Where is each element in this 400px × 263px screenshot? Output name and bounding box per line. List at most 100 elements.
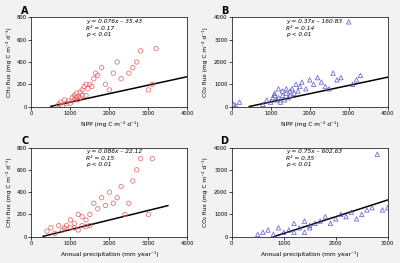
Point [291, 230, 297, 234]
Point [102, 82, 109, 87]
Point [322, 215, 328, 219]
Point [301, 219, 308, 223]
Point [73, 91, 80, 95]
Point [306, 224, 313, 228]
Point [379, 208, 386, 212]
Point [60, 103, 66, 108]
Point [353, 78, 360, 82]
Point [306, 78, 313, 82]
Text: y = 0.076x – 35.43
R² = 0.17
p < 0.01: y = 0.076x – 35.43 R² = 0.17 p < 0.01 [86, 19, 142, 37]
Point [271, 93, 278, 98]
Point [98, 65, 105, 70]
Text: y = 0.086x – 22.12
R² = 0.15
p < 0.01: y = 0.086x – 22.12 R² = 0.15 p < 0.01 [86, 149, 142, 168]
Point [270, 95, 276, 100]
Point [79, 93, 85, 98]
Point [110, 71, 116, 75]
Point [145, 88, 152, 92]
Point [118, 184, 124, 189]
Point [302, 87, 309, 91]
Point [65, 99, 72, 103]
Point [106, 190, 112, 194]
Point [334, 78, 340, 82]
Point [122, 212, 128, 216]
Point [268, 100, 274, 104]
Y-axis label: CO₂ flux (mg C m⁻² d⁻¹): CO₂ flux (mg C m⁻² d⁻¹) [202, 27, 208, 97]
Point [332, 217, 339, 221]
Point [287, 89, 293, 93]
Point [63, 224, 70, 228]
Point [364, 208, 370, 212]
Point [87, 82, 93, 87]
Point [275, 95, 282, 100]
Text: A: A [21, 6, 28, 16]
Point [291, 221, 297, 225]
Point [61, 98, 68, 102]
Text: B: B [221, 6, 228, 16]
Point [299, 80, 305, 84]
Point [260, 230, 266, 234]
Point [348, 210, 354, 214]
Point [126, 71, 132, 75]
Point [137, 156, 144, 161]
Point [326, 87, 332, 91]
Point [369, 206, 375, 210]
Point [277, 100, 284, 104]
Point [291, 91, 297, 95]
Point [281, 98, 288, 102]
Point [265, 228, 271, 232]
Point [75, 94, 82, 99]
Point [358, 212, 365, 216]
Point [343, 215, 349, 219]
Y-axis label: CH₄ flux (mg C m⁻² d⁻¹): CH₄ flux (mg C m⁻² d⁻¹) [6, 27, 12, 97]
Point [106, 88, 112, 92]
Point [75, 212, 82, 216]
Point [338, 212, 344, 216]
Point [83, 218, 89, 222]
Point [279, 89, 286, 93]
Point [89, 84, 95, 89]
Point [126, 201, 132, 205]
Point [312, 221, 318, 225]
Point [69, 95, 76, 100]
Point [118, 77, 124, 81]
Point [153, 47, 159, 51]
Point [149, 82, 156, 87]
Point [63, 101, 70, 105]
Point [306, 226, 313, 230]
Point [52, 231, 58, 235]
X-axis label: NPP (mg C m⁻² d⁻¹): NPP (mg C m⁻² d⁻¹) [281, 121, 338, 127]
Point [296, 226, 302, 230]
Y-axis label: CO₂ flux (mg C m⁻² d⁻¹): CO₂ flux (mg C m⁻² d⁻¹) [202, 157, 208, 227]
Point [236, 100, 243, 104]
Point [353, 217, 360, 221]
Point [77, 95, 83, 100]
Point [283, 91, 290, 95]
X-axis label: NPP (mg C m⁻² d⁻¹): NPP (mg C m⁻² d⁻¹) [80, 121, 138, 127]
X-axis label: Annual precipitation (mm year⁻¹): Annual precipitation (mm year⁻¹) [60, 251, 158, 257]
Point [81, 84, 87, 89]
Point [71, 221, 78, 225]
Point [94, 73, 101, 78]
Point [318, 80, 324, 84]
Point [286, 228, 292, 232]
Point [349, 82, 356, 87]
Point [75, 228, 82, 232]
Point [289, 87, 295, 91]
Point [110, 201, 116, 205]
Point [275, 226, 282, 230]
Point [60, 228, 66, 232]
Point [91, 201, 97, 205]
Point [114, 60, 120, 64]
Point [56, 224, 62, 228]
Point [338, 75, 344, 80]
Point [271, 91, 278, 95]
Point [260, 102, 266, 107]
Point [330, 71, 336, 75]
Point [67, 218, 74, 222]
Point [346, 20, 352, 24]
Point [61, 226, 68, 230]
Point [102, 203, 109, 208]
Point [295, 89, 301, 93]
Text: C: C [21, 136, 28, 146]
Point [254, 232, 261, 237]
